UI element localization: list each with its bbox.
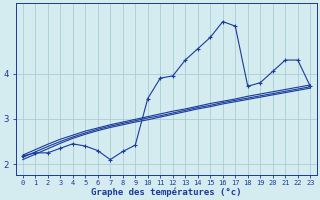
X-axis label: Graphe des températures (°c): Graphe des températures (°c) [91,187,242,197]
